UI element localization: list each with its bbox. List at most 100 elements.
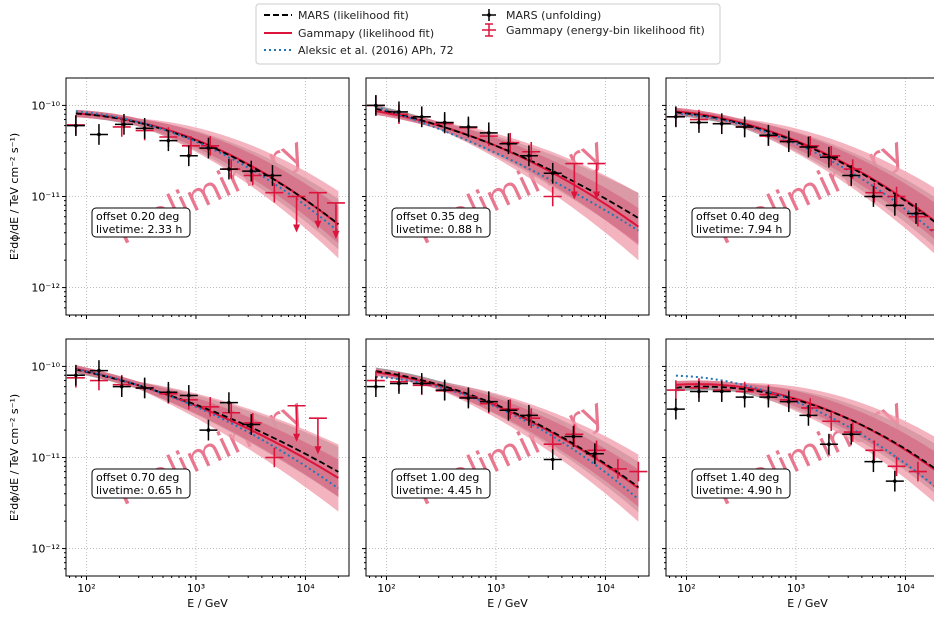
mars-point bbox=[742, 125, 747, 129]
mars-point bbox=[227, 167, 231, 171]
legend-aleksic-label: Aleksic et al. (2016) APh, 72 bbox=[298, 44, 454, 57]
gammapy-error-band bbox=[675, 380, 934, 503]
mars-point bbox=[397, 381, 401, 386]
annotation-offset: offset 1.00 deg bbox=[396, 471, 479, 484]
mars-point bbox=[227, 400, 231, 405]
y-tick-label: 10⁻¹¹ bbox=[31, 191, 60, 204]
mars-point bbox=[719, 389, 724, 394]
x-tick-label: 10⁴ bbox=[896, 582, 915, 595]
mars-point bbox=[142, 126, 147, 131]
x-axis-label: E / GeV bbox=[487, 597, 528, 610]
mars-point bbox=[166, 390, 171, 395]
gammapy-ul-arrow bbox=[593, 191, 601, 200]
x-tick-label: 10² bbox=[677, 582, 695, 595]
x-axis-label: E / GeV bbox=[787, 597, 828, 610]
mars-point bbox=[806, 145, 811, 149]
mars-point bbox=[506, 141, 511, 146]
mars-point bbox=[374, 103, 378, 108]
y-tick-label: 10⁻¹² bbox=[31, 282, 60, 295]
mars-point bbox=[766, 395, 771, 399]
annotation-box bbox=[391, 468, 491, 499]
mars-point bbox=[206, 146, 211, 150]
annotation-livetime: livetime: 4.90 h bbox=[696, 484, 782, 497]
legend-gammapy-bin-label: Gammapy (energy-bin likelihood fit) bbox=[506, 24, 705, 37]
gammapy-ul-arrow bbox=[314, 446, 322, 455]
annotation-box bbox=[691, 468, 791, 499]
annotation-offset: offset 0.70 deg bbox=[96, 471, 179, 484]
mars-point bbox=[206, 428, 211, 432]
gammapy-ul-arrow bbox=[293, 433, 301, 442]
mars-point bbox=[442, 388, 447, 392]
gammapy-ul-arrow bbox=[332, 230, 340, 239]
mars-point bbox=[270, 173, 275, 178]
mars-point bbox=[122, 122, 126, 127]
y-axis-label: E²dϕ/dE / TeV cm⁻² s⁻¹) bbox=[8, 394, 21, 521]
aleksic-line bbox=[675, 112, 934, 234]
x-tick-label: 10⁴ bbox=[596, 582, 615, 595]
mars-point bbox=[827, 155, 831, 160]
gammapy-error-band-inner bbox=[75, 365, 339, 497]
mars-point bbox=[506, 408, 511, 413]
annotation-offset: offset 0.20 deg bbox=[96, 210, 179, 223]
mars-point bbox=[74, 373, 78, 378]
mars-point bbox=[186, 153, 191, 158]
mars-point bbox=[871, 194, 876, 199]
x-tick-label: 10² bbox=[377, 582, 395, 595]
mars-point bbox=[766, 133, 771, 138]
mars-point bbox=[786, 139, 791, 144]
mars-point bbox=[419, 114, 424, 119]
annotation-box bbox=[91, 207, 191, 238]
mars-point bbox=[593, 451, 597, 456]
mars-point bbox=[849, 173, 854, 178]
mars-point bbox=[893, 203, 897, 208]
mars-point bbox=[914, 211, 918, 216]
annotation-livetime: livetime: 2.33 h bbox=[96, 223, 182, 236]
y-axis-label: E²dϕ/dE / TeV cm⁻² s⁻¹) bbox=[8, 133, 21, 260]
mars-point bbox=[442, 120, 447, 125]
mars-point bbox=[527, 153, 531, 158]
mars-point bbox=[97, 368, 101, 373]
mars-point bbox=[486, 131, 491, 135]
legend-gammapy-fit-label: Gammapy (likelihood fit) bbox=[298, 27, 434, 40]
mars-point bbox=[374, 384, 378, 389]
mars-point bbox=[119, 384, 124, 389]
mars-point bbox=[893, 479, 897, 483]
mars-fit-line bbox=[675, 385, 934, 469]
mars-point bbox=[571, 434, 576, 439]
annotation-livetime: livetime: 7.94 h bbox=[696, 223, 782, 236]
mars-point bbox=[186, 393, 191, 398]
mars-point bbox=[849, 432, 854, 437]
mars-point bbox=[719, 121, 724, 126]
legend-mars-unfolding-label: MARS (unfolding) bbox=[506, 9, 601, 22]
aleksic-line bbox=[675, 374, 934, 488]
mars-point bbox=[397, 110, 401, 114]
mars-point bbox=[697, 120, 701, 125]
y-tick-label: 10⁻¹⁰ bbox=[31, 360, 60, 373]
legend-mars-unfolding-swatch bbox=[482, 9, 496, 21]
gammapy-error-band-inner bbox=[75, 110, 339, 244]
mars-point bbox=[249, 422, 254, 427]
legend-frame bbox=[255, 3, 721, 65]
mars-point bbox=[97, 132, 101, 137]
y-tick-label: 10⁻¹⁰ bbox=[31, 99, 60, 112]
x-tick-label: 10³ bbox=[787, 582, 805, 595]
annotation-box bbox=[691, 207, 791, 238]
legend-mars-fit-label: MARS (likelihood fit) bbox=[298, 9, 409, 22]
y-tick-label: 10⁻¹¹ bbox=[31, 452, 60, 465]
mars-point bbox=[550, 171, 555, 176]
x-tick-label: 10³ bbox=[187, 582, 205, 595]
mars-point bbox=[786, 399, 791, 404]
annotation-box bbox=[391, 207, 491, 238]
annotation-offset: offset 0.40 deg bbox=[696, 210, 779, 223]
mars-point bbox=[486, 399, 491, 404]
mars-point bbox=[827, 442, 831, 446]
gammapy-ul-arrow bbox=[314, 220, 322, 229]
mars-point bbox=[527, 413, 531, 418]
